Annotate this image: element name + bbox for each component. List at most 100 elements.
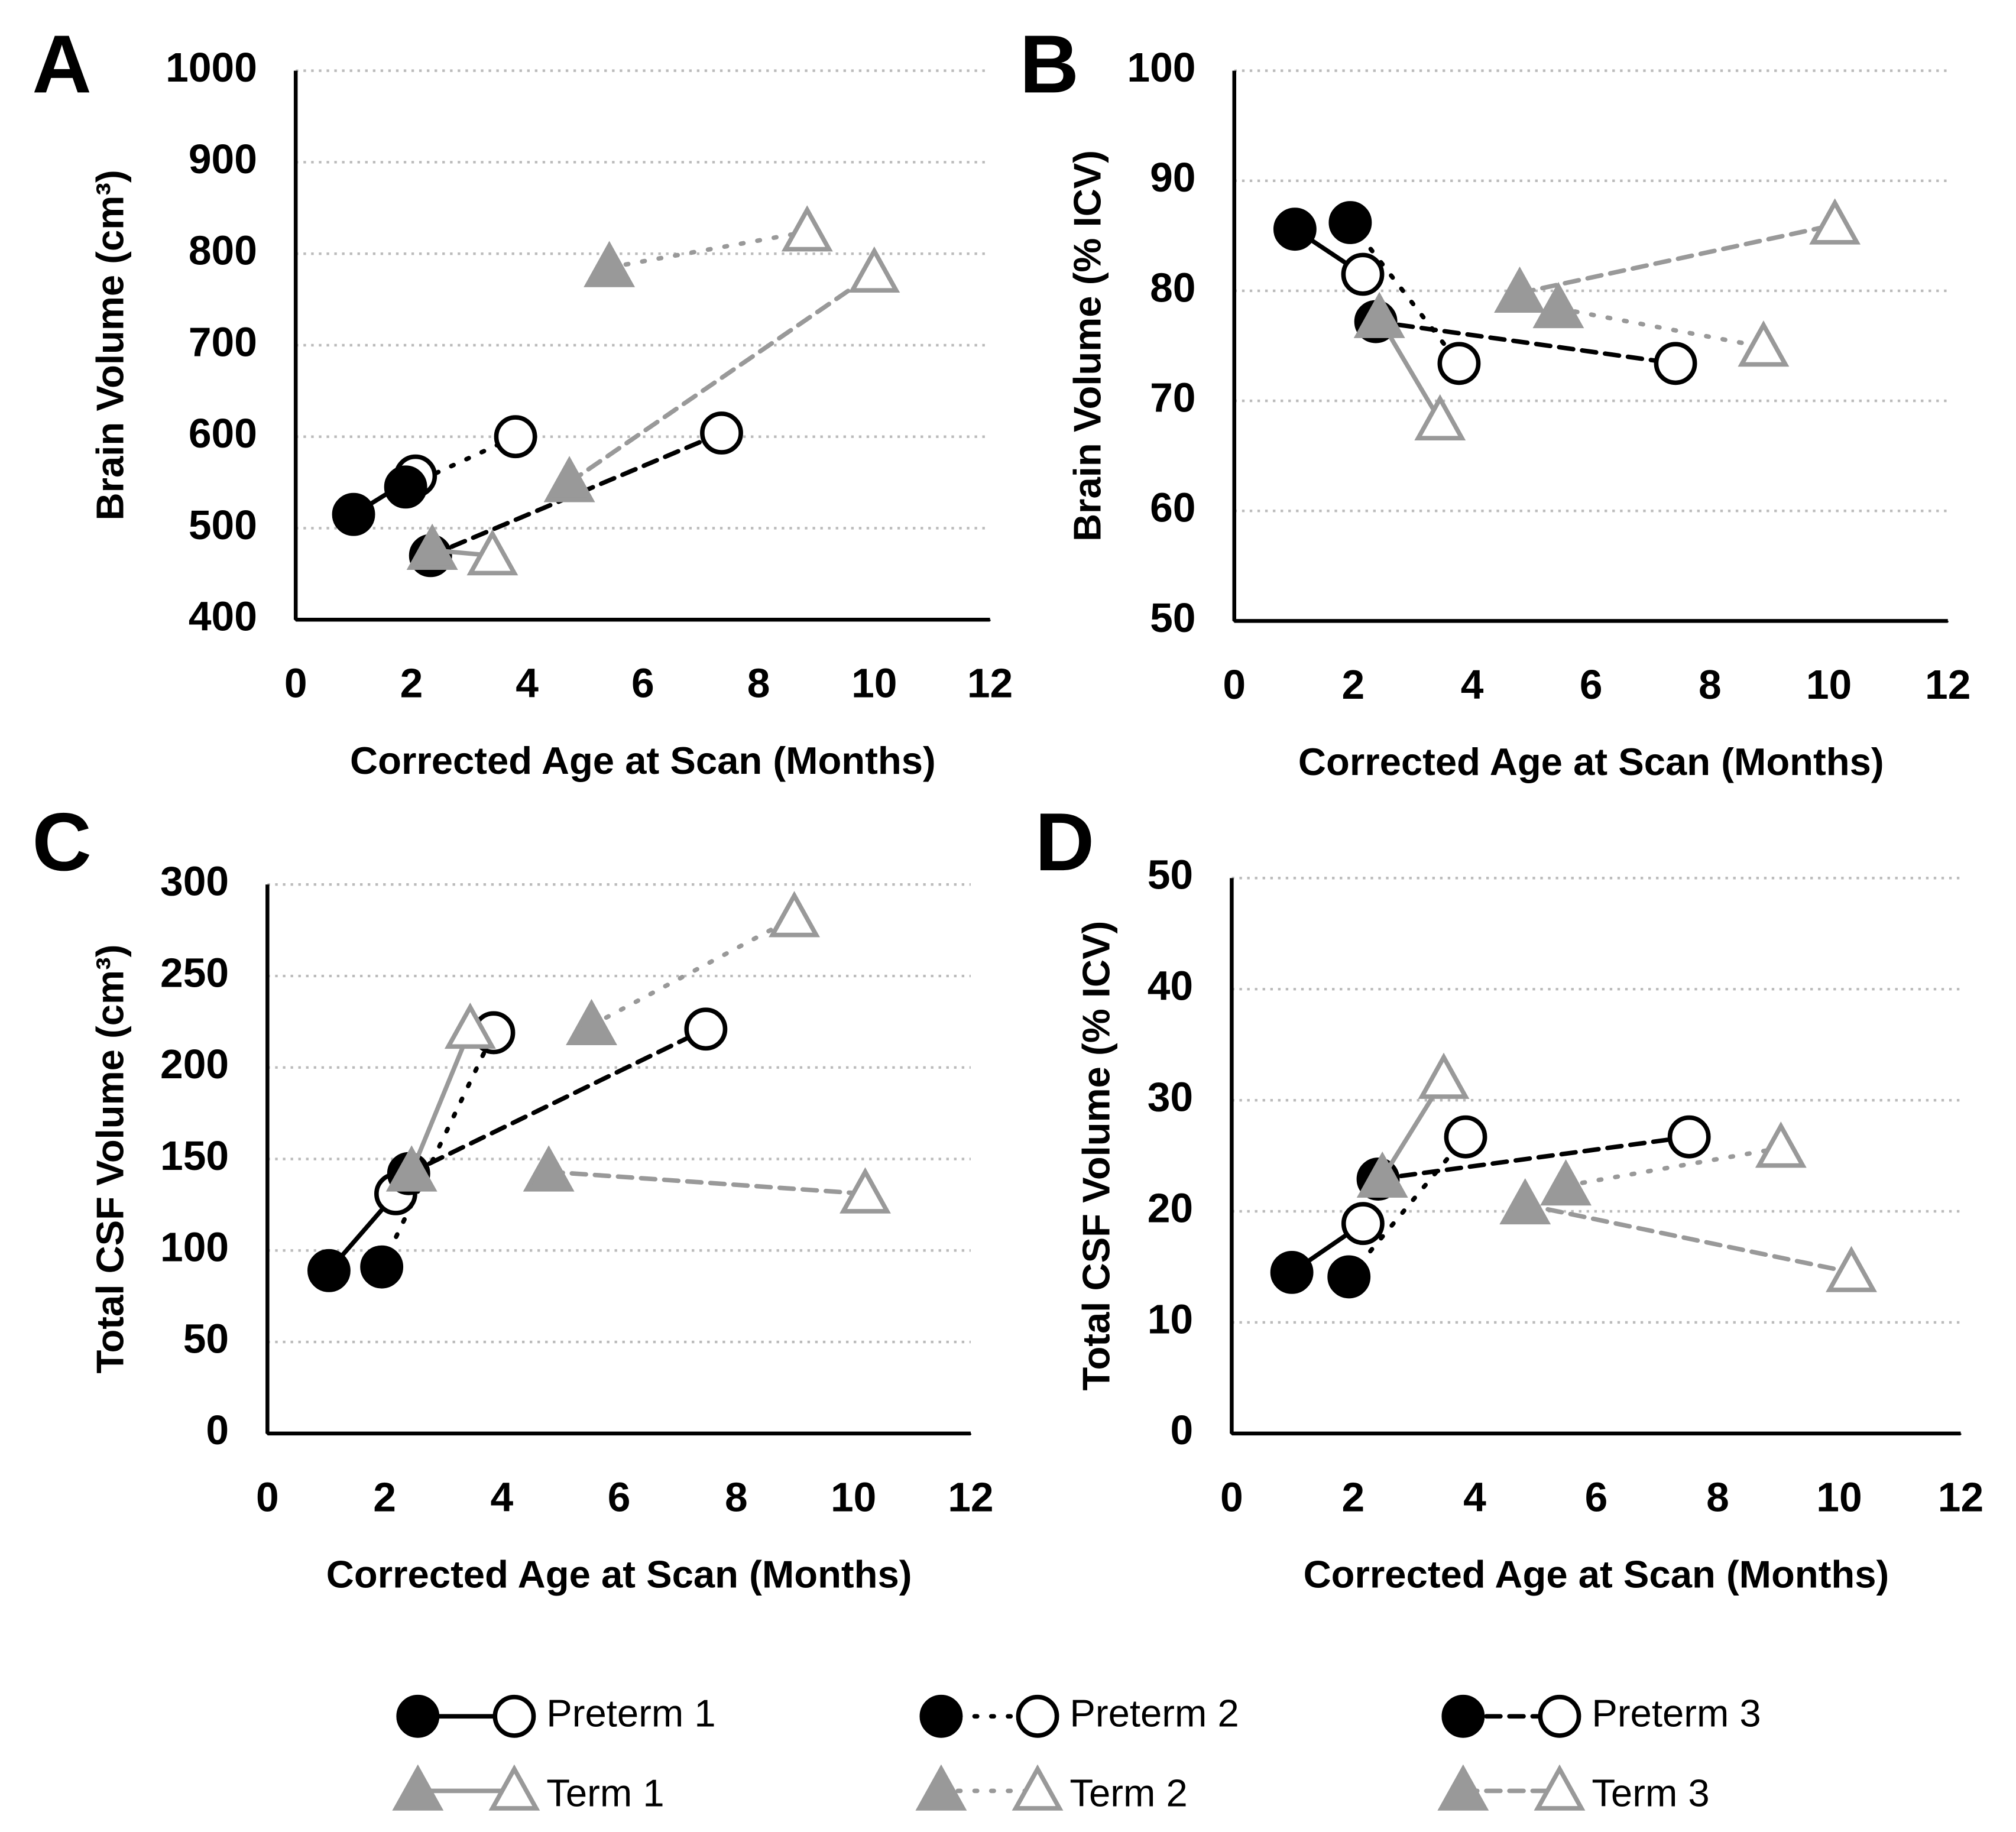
marker-open (1414, 394, 1466, 440)
marker-open (769, 891, 820, 938)
marker-filled (523, 1145, 575, 1192)
y-tick-label: 100 (160, 1224, 229, 1270)
marker-filled (307, 1249, 351, 1292)
series-line (379, 1030, 496, 1269)
marker-filled (1532, 281, 1584, 329)
panel-label: B (1020, 18, 1080, 110)
marker-open (492, 1694, 536, 1738)
legend-label: Preterm 1 (546, 1692, 715, 1735)
marker-filled (919, 1694, 963, 1738)
y-tick-label: 0 (206, 1407, 229, 1453)
y-tick-label: 1000 (166, 44, 257, 90)
x-tick-label: 12 (967, 660, 1013, 706)
marker-open (1809, 198, 1861, 245)
marker-filled (1437, 1764, 1489, 1811)
x-tick-label: 10 (1816, 1474, 1862, 1520)
marker-filled (384, 465, 427, 509)
marker-open (466, 529, 518, 576)
series-line (607, 229, 810, 270)
y-axis-title: Brain Volume (cm³) (89, 170, 132, 520)
x-tick-label: 0 (1220, 1474, 1243, 1520)
y-tick-label: 50 (1148, 852, 1193, 898)
x-tick-label: 0 (1223, 662, 1246, 708)
y-tick-label: 200 (160, 1041, 229, 1087)
x-axis-title: Corrected Age at Scan (Months) (1298, 740, 1884, 783)
x-tick-label: 8 (1706, 1474, 1729, 1520)
x-tick-label: 4 (516, 660, 539, 706)
x-tick-label: 0 (256, 1474, 279, 1520)
marker-open (1654, 342, 1697, 385)
x-tick-label: 10 (1806, 662, 1852, 708)
panel-label: C (32, 796, 92, 888)
marker-filled (1494, 266, 1545, 313)
x-tick-label: 6 (631, 660, 654, 706)
marker-filled (406, 523, 458, 570)
series-line (546, 1169, 868, 1197)
y-tick-label: 250 (160, 949, 229, 996)
series-line (589, 915, 797, 1028)
marker-open (781, 205, 833, 252)
y-tick-label: 150 (160, 1133, 229, 1179)
y-tick-label: 10 (1148, 1296, 1193, 1342)
x-tick-label: 2 (400, 660, 423, 706)
y-tick-label: 800 (189, 228, 257, 274)
marker-open (488, 1764, 540, 1811)
x-tick-label: 4 (1461, 662, 1484, 708)
marker-filled (1499, 1178, 1551, 1225)
x-tick-label: 6 (1580, 662, 1603, 708)
x-axis-title: Corrected Age at Scan (Months) (350, 739, 936, 782)
legend-label: Preterm 2 (1069, 1692, 1239, 1735)
marker-filled (360, 1245, 404, 1289)
y-tick-label: 900 (189, 136, 257, 182)
y-tick-label: 600 (189, 410, 257, 456)
y-tick-label: 30 (1148, 1074, 1193, 1120)
x-tick-label: 2 (373, 1474, 396, 1520)
marker-filled (1353, 291, 1405, 338)
x-tick-label: 8 (1699, 662, 1722, 708)
y-axis-title: Brain Volume (% ICV) (1065, 150, 1109, 542)
x-tick-label: 2 (1342, 662, 1365, 708)
marker-filled (385, 1145, 437, 1192)
y-tick-label: 80 (1150, 264, 1195, 310)
y-tick-label: 400 (189, 594, 257, 640)
y-axis-title: Total CSF Volume (% ICV) (1075, 921, 1118, 1391)
marker-filled (1270, 1250, 1314, 1294)
series-line (428, 430, 724, 558)
x-tick-label: 4 (491, 1474, 514, 1520)
marker-open (848, 246, 900, 293)
x-tick-label: 10 (831, 1474, 876, 1520)
x-tick-label: 12 (948, 1474, 993, 1520)
y-tick-label: 300 (160, 858, 229, 904)
marker-open (1341, 1202, 1385, 1246)
x-tick-label: 8 (747, 660, 770, 706)
y-tick-label: 500 (189, 502, 257, 548)
series-line (1348, 220, 1461, 366)
y-tick-label: 700 (189, 319, 257, 365)
marker-open (1738, 320, 1790, 367)
y-tick-label: 60 (1150, 485, 1195, 531)
x-axis-title: Corrected Age at Scan (Months) (326, 1553, 912, 1596)
marker-open (1418, 1052, 1470, 1099)
x-tick-label: 6 (608, 1474, 631, 1520)
marker-filled (1328, 201, 1372, 244)
y-tick-label: 50 (183, 1315, 229, 1361)
series-line (1556, 306, 1766, 349)
legend-label: Term 1 (546, 1771, 664, 1814)
x-tick-label: 10 (851, 660, 897, 706)
x-axis-title: Corrected Age at Scan (Months) (1304, 1553, 1889, 1596)
x-tick-label: 12 (1925, 662, 1970, 708)
series-line (409, 1026, 473, 1174)
marker-filled (332, 492, 375, 536)
x-tick-label: 2 (1342, 1474, 1365, 1520)
x-tick-label: 4 (1463, 1474, 1486, 1520)
y-tick-label: 50 (1150, 595, 1195, 641)
series-line (406, 1026, 708, 1176)
marker-filled (1441, 1694, 1485, 1738)
series-line (1376, 1134, 1691, 1182)
marker-open (1538, 1694, 1581, 1738)
y-tick-label: 70 (1150, 374, 1195, 420)
marker-filled (915, 1764, 967, 1811)
marker-filled (1327, 1255, 1371, 1299)
